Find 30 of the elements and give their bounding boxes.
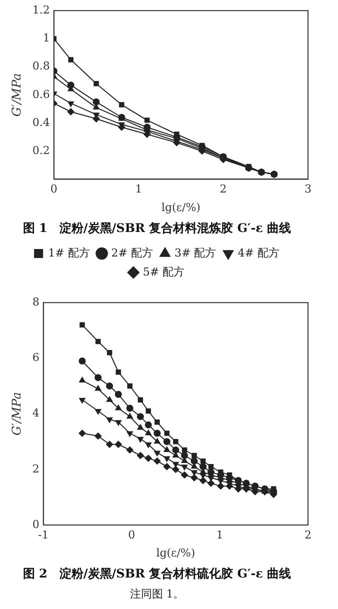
y-tick-label: 0: [32, 518, 40, 531]
text: 图 2 淀粉/炭黑/SBR 复合材料硫化胶 G′-ε 曲线: [22, 566, 292, 581]
y-tick-label: 6: [32, 351, 40, 364]
y-tick-label: 0.6: [32, 88, 50, 101]
legend-label: 1# 配方: [48, 246, 90, 260]
y-axis-title: G′/MPa: [9, 392, 24, 436]
y-tick-label: 1: [42, 32, 50, 45]
y-tick-label: 0.8: [32, 60, 50, 73]
y-tick-label: 1.2: [32, 3, 50, 16]
legend-label: 4# 配方: [238, 246, 280, 260]
y-axis-title: G′/MPa: [9, 73, 24, 117]
x-tick-label: 1: [135, 182, 142, 196]
legend-label: 3# 配方: [174, 246, 216, 260]
text: 图 1 淀粉/炭黑/SBR 复合材料混炼胶 G′-ε 曲线: [22, 220, 292, 235]
y-tick-label: 0.2: [32, 144, 50, 157]
y-tick-label: 2: [32, 462, 40, 476]
x-tick-label: 2: [304, 528, 312, 542]
x-tick-label: -1: [38, 528, 49, 542]
y-tick-label: 4: [32, 406, 40, 420]
x-tick-label: 3: [304, 182, 312, 196]
x-tick-label: 2: [220, 182, 227, 196]
legend-label: 5# 配方: [142, 265, 185, 278]
y-tick-label: 0.4: [32, 116, 50, 129]
legend-label: 2# 配方: [111, 246, 154, 260]
x-tick-label: 0: [128, 528, 136, 542]
text: 注同图 1。: [130, 587, 184, 600]
x-axis-title: lg(ε/%): [161, 200, 200, 214]
x-tick-label: 1: [216, 528, 224, 542]
x-axis-title: lg(ε/%): [156, 546, 196, 560]
y-tick-label: 8: [32, 295, 40, 308]
